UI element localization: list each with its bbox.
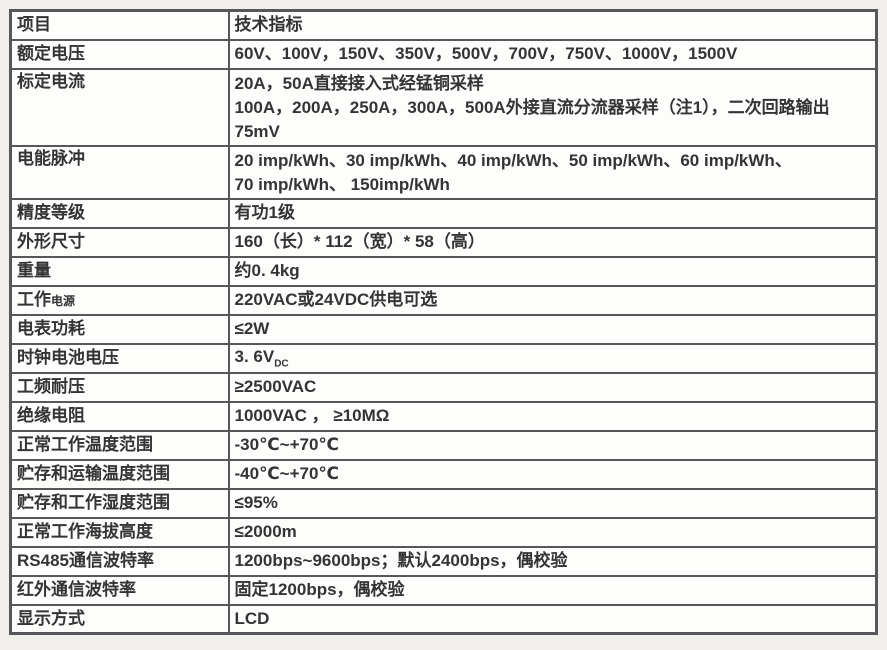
row-operating-altitude: 正常工作海拔高度 ≤2000m (9, 516, 878, 548)
row-value: ≤2000m (227, 516, 878, 548)
row-infrared-baud-rate: 红外通信波特率 固定1200bps，偶校验 (9, 574, 878, 606)
row-label: 显示方式 (9, 603, 230, 635)
row-label: RS485通信波特率 (9, 545, 230, 577)
row-value: -30℃~+70℃ (227, 429, 878, 461)
row-value: 20A，50A直接接入式经锰铜采样 100A，200A，250A，300A，50… (227, 67, 878, 147)
row-weight: 重量 约0. 4kg (9, 255, 878, 287)
row-label: 标定电流 (9, 67, 230, 147)
row-storage-transport-temp-range: 贮存和运输温度范围 -40℃~+70℃ (9, 458, 878, 490)
row-clock-battery-voltage: 时钟电池电压 3. 6VDC (9, 342, 878, 374)
row-power-supply: 工作电源 220VAC或24VDC供电可选 (9, 284, 878, 316)
row-label: 电能脉冲 (9, 144, 230, 200)
row-rated-voltage: 额定电压 60V、100V，150V、350V，500V，700V，750V、1… (9, 38, 878, 70)
row-value: 20 imp/kWh、30 imp/kWh、40 imp/kWh、50 imp/… (227, 144, 878, 200)
header-item: 项目 (9, 9, 230, 41)
row-label: 额定电压 (9, 38, 230, 70)
row-label: 精度等级 (9, 197, 230, 229)
row-value: ≥2500VAC (227, 371, 878, 403)
row-label: 工频耐压 (9, 371, 230, 403)
row-rs485-baud-rate: RS485通信波特率 1200bps~9600bps；默认2400bps，偶校验 (9, 545, 878, 577)
row-label: 正常工作温度范围 (9, 429, 230, 461)
row-label: 正常工作海拔高度 (9, 516, 230, 548)
row-power-frequency-withstand: 工频耐压 ≥2500VAC (9, 371, 878, 403)
spec-table: 项目 技术指标 额定电压 60V、100V，150V、350V，500V，700… (9, 9, 878, 635)
row-label-small: 电源 (51, 293, 76, 308)
row-meter-consumption: 电表功耗 ≤2W (9, 313, 878, 345)
row-value: 1000VAC ， ≥10MΩ (227, 400, 878, 432)
row-label: 时钟电池电压 (9, 342, 230, 374)
row-value: 有功1级 (227, 197, 878, 229)
row-label: 外形尺寸 (9, 226, 230, 258)
row-label: 贮存和工作湿度范围 (9, 487, 230, 519)
row-label: 电表功耗 (9, 313, 230, 345)
row-label-main: 工作 (17, 289, 51, 309)
row-value: 160（长）* 112（宽）* 58（高） (227, 226, 878, 258)
row-value: 固定1200bps，偶校验 (227, 574, 878, 606)
row-value: 60V、100V，150V、350V，500V，700V，750V、1000V，… (227, 38, 878, 70)
row-value-main: 3. 6V (234, 346, 275, 366)
row-rated-current: 标定电流 20A，50A直接接入式经锰铜采样 100A，200A，250A，30… (9, 67, 878, 147)
row-label: 绝缘电阻 (9, 400, 230, 432)
row-label: 红外通信波特率 (9, 574, 230, 606)
row-operating-temp-range: 正常工作温度范围 -30℃~+70℃ (9, 429, 878, 461)
row-value: 3. 6VDC (227, 342, 878, 374)
row-value: 220VAC或24VDC供电可选 (227, 284, 878, 316)
row-label: 工作电源 (9, 284, 230, 316)
row-value: -40℃~+70℃ (227, 458, 878, 490)
row-label: 重量 (9, 255, 230, 287)
row-value: LCD (227, 603, 878, 635)
header-spec: 技术指标 (227, 9, 878, 41)
row-value: 1200bps~9600bps；默认2400bps，偶校验 (227, 545, 878, 577)
row-value: ≤2W (227, 313, 878, 345)
row-value: 约0. 4kg (227, 255, 878, 287)
row-label: 贮存和运输温度范围 (9, 458, 230, 490)
row-insulation-resistance: 绝缘电阻 1000VAC ， ≥10MΩ (9, 400, 878, 432)
table-header-row: 项目 技术指标 (9, 9, 878, 41)
row-energy-pulse: 电能脉冲 20 imp/kWh、30 imp/kWh、40 imp/kWh、50… (9, 144, 878, 200)
row-accuracy-class: 精度等级 有功1级 (9, 197, 878, 229)
row-value: ≤95% (227, 487, 878, 519)
row-storage-operating-humidity: 贮存和工作湿度范围 ≤95% (9, 487, 878, 519)
row-value-subscript: DC (274, 358, 289, 370)
row-display-type: 显示方式 LCD (9, 603, 878, 635)
row-dimensions: 外形尺寸 160（长）* 112（宽）* 58（高） (9, 226, 878, 258)
